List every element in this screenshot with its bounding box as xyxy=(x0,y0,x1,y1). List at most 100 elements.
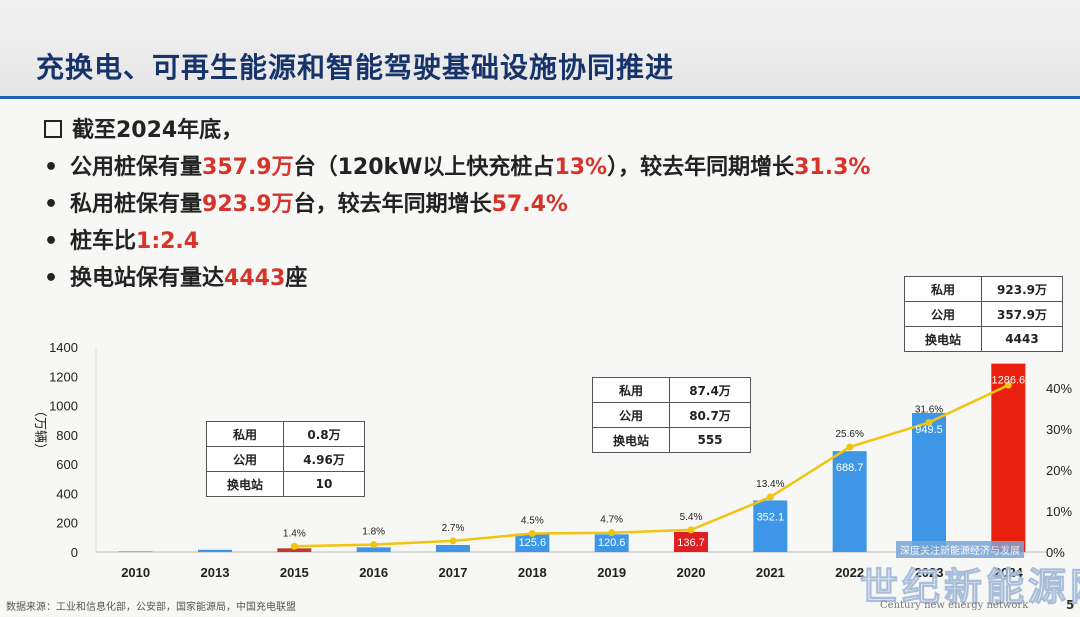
slide-title: 充换电、可再生能源和智能驾驶基础设施协同推进 xyxy=(36,51,675,84)
table-key: 私用 xyxy=(592,377,670,403)
bullet-item: • 公用桩保有量357.9万台（120kW以上快充桩占13%），较去年同期增长31… xyxy=(44,149,870,186)
bar-value-label: 125.6 xyxy=(519,537,547,549)
table-row: 公用 80.7万 xyxy=(592,402,751,428)
bar xyxy=(198,549,232,552)
highlight-value: 57.4% xyxy=(491,192,568,217)
line-value-label: 13.4% xyxy=(756,479,784,490)
table-row: 换电站 555 xyxy=(592,427,751,453)
y2-tick-label: 40% xyxy=(1046,381,1072,396)
growth-line xyxy=(294,383,1009,548)
x-tick-label: 2013 xyxy=(201,565,230,580)
bullet-text: 台，较去年同期增长 xyxy=(293,192,492,217)
bar-value-label: 120.6 xyxy=(598,537,626,549)
line-point xyxy=(370,541,378,549)
bar-value-label: 949.5 xyxy=(915,424,943,436)
y-tick-label: 800 xyxy=(56,428,78,443)
table-value: 4.96万 xyxy=(283,446,365,472)
line-value-label: 2.7% xyxy=(442,523,465,534)
line-value-label: 5.4% xyxy=(680,512,703,523)
y-tick-label: 600 xyxy=(56,457,78,472)
table-row: 私用 923.9万 xyxy=(904,276,1063,302)
data-source: 数据来源：工业和信息化部，公安部，国家能源局，中国充电联盟 xyxy=(6,602,296,613)
square-bullet-icon xyxy=(44,120,62,138)
stats-table-2024: 私用 923.9万 公用 357.9万 换电站 4443 xyxy=(904,276,1063,352)
x-tick-label: 2021 xyxy=(756,565,785,580)
highlight-value: 4443 xyxy=(224,266,286,291)
bar xyxy=(674,531,708,552)
highlight-value: 923.9万 xyxy=(202,192,294,217)
bullet-dot-icon: • xyxy=(44,229,59,254)
table-key: 公用 xyxy=(904,301,982,327)
x-tick-label: 2015 xyxy=(280,565,309,580)
bullet-text: 座 xyxy=(285,266,308,291)
bar xyxy=(594,534,629,552)
title-bar xyxy=(0,0,1080,98)
page-number: 5 xyxy=(1066,598,1075,612)
line-point xyxy=(1004,381,1012,389)
table-value: 10 xyxy=(283,471,365,497)
y-tick-label: 1400 xyxy=(49,340,78,355)
line-point xyxy=(846,443,854,451)
table-row: 换电站 4443 xyxy=(904,326,1063,352)
bullet-text: 私用桩保有量 xyxy=(70,192,203,217)
y-tick-label: 1200 xyxy=(49,369,78,384)
y-tick-label: 200 xyxy=(56,516,78,531)
line-value-label: 1.4% xyxy=(283,528,306,539)
line-point xyxy=(687,526,695,534)
bullet-header: 截至2024年底， xyxy=(44,112,870,149)
bullet-text: 换电站保有量达 xyxy=(70,266,225,291)
table-row: 换电站 10 xyxy=(206,471,365,497)
bullet-item: • 私用桩保有量923.9万台，较去年同期增长57.4% xyxy=(44,186,870,223)
table-key: 公用 xyxy=(206,446,284,472)
highlight-value: 1:2.4 xyxy=(136,229,200,254)
bar-value-label: 688.7 xyxy=(836,462,864,474)
stats-table-2015: 私用 0.8万 公用 4.96万 换电站 10 xyxy=(206,421,365,497)
table-value: 4443 xyxy=(981,326,1063,352)
line-point xyxy=(766,493,774,501)
x-tick-label: 2020 xyxy=(677,565,706,580)
bullet-text: ），较去年同期增长 xyxy=(607,155,795,180)
table-value: 87.4万 xyxy=(669,377,751,403)
bar-value-label: 352.1 xyxy=(757,511,785,523)
bar xyxy=(515,533,550,552)
table-row: 私用 87.4万 xyxy=(592,377,751,403)
x-tick-label: 2022 xyxy=(835,565,864,580)
bullet-item: • 换电站保有量达4443座 xyxy=(44,260,870,297)
x-tick-label: 2024 xyxy=(994,565,1024,580)
table-row: 公用 357.9万 xyxy=(904,301,1063,327)
bullet-dot-icon: • xyxy=(44,192,59,217)
bullet-text: 台（120kW以上快充桩占 xyxy=(293,155,555,180)
x-tick-label: 2017 xyxy=(439,565,468,580)
line-value-label: 1.8% xyxy=(362,527,385,538)
bar-value-label: 1286.6 xyxy=(992,375,1026,387)
line-point xyxy=(290,542,298,550)
table-key: 私用 xyxy=(206,421,284,447)
bar xyxy=(991,363,1026,552)
line-value-label: 4.7% xyxy=(600,515,623,526)
highlight-value: 13% xyxy=(554,155,608,180)
y2-tick-label: 10% xyxy=(1046,504,1072,519)
x-tick-label: 2019 xyxy=(597,565,626,580)
highlight-value: 31.3% xyxy=(794,155,871,180)
x-tick-label: 2018 xyxy=(518,565,547,580)
bullet-text: 公用桩保有量 xyxy=(70,155,203,180)
bar xyxy=(753,500,788,552)
watermark-logo: 世纪新能源网 xyxy=(859,565,1080,610)
table-key: 换电站 xyxy=(206,471,284,497)
bar xyxy=(912,412,946,552)
y2-tick-label: 20% xyxy=(1046,463,1072,478)
watermark-en: Century new energy network xyxy=(880,600,1029,611)
table-key: 私用 xyxy=(904,276,982,302)
line-value-label: 31.6% xyxy=(915,404,943,415)
table-value: 0.8万 xyxy=(283,421,365,447)
line-point xyxy=(925,418,933,426)
highlight-value: 357.9万 xyxy=(202,155,294,180)
line-point xyxy=(608,529,616,537)
y-tick-label: 1000 xyxy=(49,399,78,414)
watermark-tag: 深度关注新能源经济与发展 xyxy=(896,541,1024,558)
bar xyxy=(436,544,470,552)
x-tick-label: 2023 xyxy=(915,565,944,580)
table-value: 80.7万 xyxy=(669,402,751,428)
table-value: 357.9万 xyxy=(981,301,1063,327)
